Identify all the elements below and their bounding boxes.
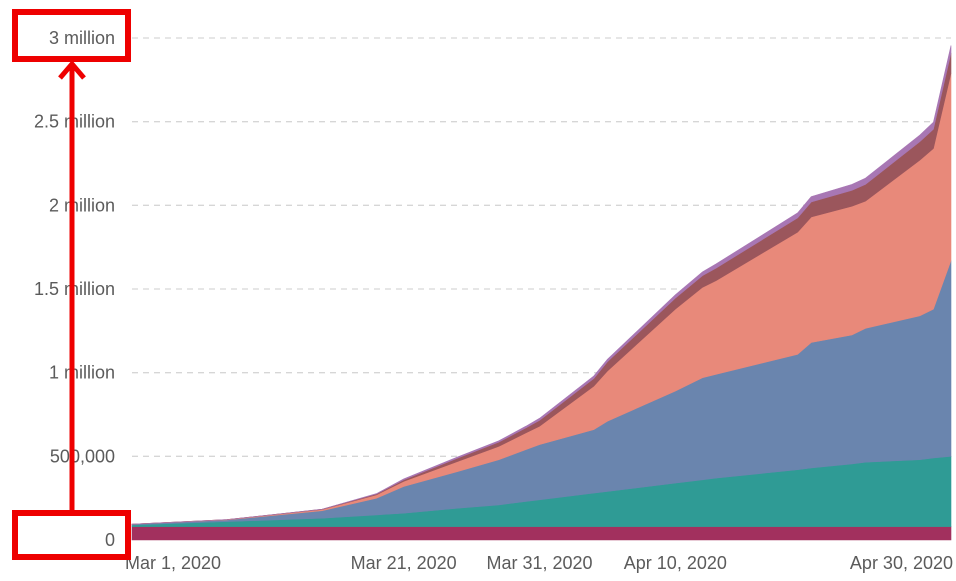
x-tick-label: Mar 1, 2020 [125, 553, 221, 573]
y-tick-label: 0 [105, 530, 115, 550]
y-tick-label: 3 million [49, 28, 115, 48]
area-series-6 [131, 45, 952, 526]
x-tick-label: Apr 10, 2020 [624, 553, 727, 573]
highlight-arrow-head [58, 60, 86, 80]
area-series-1 [131, 526, 952, 541]
y-tick-label: 1 million [49, 363, 115, 383]
x-tick-label: Apr 30, 2020 [850, 553, 953, 573]
area-series [131, 45, 952, 541]
x-tick-label: Mar 21, 2020 [351, 553, 457, 573]
highlight-annotations [12, 9, 131, 560]
y-tick-label: 2 million [49, 195, 115, 215]
x-tick-label: Mar 31, 2020 [486, 553, 592, 573]
y-tick-label: 500,000 [50, 446, 115, 466]
x-axis-tick-labels: Mar 1, 2020 Mar 21, 2020 Mar 31, 2020 Apr 1… [125, 553, 953, 573]
highlight-box-top [12, 9, 131, 62]
